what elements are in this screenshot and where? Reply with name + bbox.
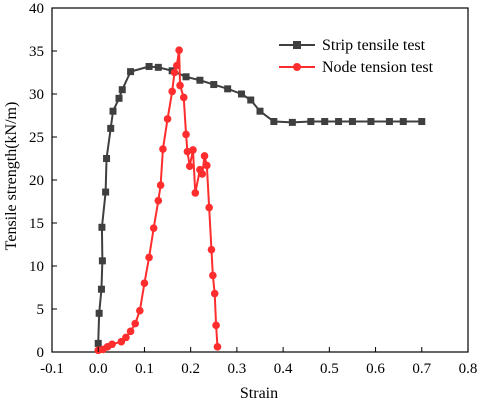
data-point	[122, 333, 130, 342]
x-tick-label: 0.6	[366, 361, 385, 377]
y-tick-label: 35	[29, 44, 44, 60]
data-point	[97, 285, 105, 293]
data-point	[200, 152, 209, 160]
data-point	[108, 340, 116, 349]
x-tick-label: 0.5	[320, 361, 339, 377]
x-tick-label: 0.0	[89, 361, 108, 377]
data-point	[182, 73, 190, 81]
data-point	[94, 339, 102, 347]
data-point	[131, 319, 139, 328]
data-point	[176, 81, 184, 90]
y-tick-label: 25	[29, 130, 44, 146]
data-point	[247, 96, 255, 104]
data-point	[288, 118, 296, 126]
data-point	[418, 118, 426, 126]
y-axis-title: Tensile strength(kN/m)	[3, 102, 20, 251]
data-point	[182, 130, 190, 139]
data-point	[335, 118, 343, 126]
data-point	[210, 289, 219, 298]
data-point	[270, 118, 278, 126]
data-point	[209, 271, 217, 280]
data-point	[115, 94, 123, 102]
axes-layer: -0.1 0.0 0.1 0.2 0.3 0.4 0.5 0.6 0.7 0.8 0 5 10 15 20 2…	[29, 1, 477, 377]
data-point	[109, 107, 117, 115]
data-point	[348, 118, 356, 126]
x-tick-label: 0.2	[181, 361, 200, 377]
y-tick-label: 5	[37, 302, 45, 318]
data-point	[189, 146, 197, 154]
x-tick-label: -0.1	[40, 361, 64, 377]
x-tick-label: 0.3	[228, 361, 247, 377]
data-point	[127, 68, 135, 76]
series-layer	[94, 46, 426, 355]
data-point	[103, 155, 111, 162]
data-point	[98, 257, 106, 265]
legend-item-strip: Strip tensile test	[279, 37, 426, 54]
data-point	[163, 115, 172, 123]
data-point	[118, 86, 126, 94]
data-point	[196, 76, 204, 84]
legend-label-node: Node tension test	[322, 59, 434, 76]
data-point	[140, 279, 149, 288]
y-tick-label: 10	[29, 259, 44, 275]
data-point	[179, 93, 188, 102]
data-point	[126, 327, 135, 336]
data-point	[367, 118, 375, 126]
data-point	[145, 253, 153, 262]
y-tick-label: 20	[29, 173, 44, 189]
x-tick-label: 0.7	[412, 361, 431, 377]
x-tick-label: 0.8	[459, 361, 478, 377]
data-point	[102, 188, 110, 196]
data-point	[185, 162, 194, 171]
x-tick-label: 0.1	[135, 361, 154, 377]
x-tick-label: 0.4	[274, 361, 293, 377]
data-point	[399, 118, 407, 126]
series-0	[94, 62, 426, 347]
data-point	[154, 63, 162, 71]
data-point	[156, 181, 165, 189]
data-point	[207, 245, 216, 254]
x-axis-title: Strain	[240, 385, 278, 402]
data-point	[145, 62, 153, 70]
data-point	[203, 161, 211, 170]
legend-label-strip: Strip tensile test	[322, 37, 426, 54]
data-point	[173, 61, 181, 70]
data-point	[154, 196, 163, 205]
data-point	[256, 107, 264, 115]
data-point	[224, 85, 232, 93]
data-point	[149, 224, 158, 232]
data-point	[170, 68, 179, 77]
data-point	[321, 118, 329, 126]
series-1	[94, 46, 222, 355]
data-point	[210, 81, 218, 89]
data-point	[95, 309, 103, 317]
data-point	[385, 118, 393, 126]
data-point	[107, 124, 115, 132]
data-point	[212, 321, 220, 330]
legend: Strip tensile test Node tension test	[279, 37, 434, 76]
legend-item-node: Node tension test	[279, 59, 434, 76]
data-point	[198, 170, 207, 178]
y-tick-label: 40	[29, 1, 44, 17]
data-point	[238, 90, 246, 98]
y-tick-label: 15	[29, 216, 44, 232]
data-point	[307, 118, 315, 126]
data-point	[168, 87, 176, 96]
data-point	[159, 145, 167, 153]
data-point	[213, 343, 222, 351]
legend-marker-strip	[293, 41, 301, 49]
y-tick-label: 30	[29, 87, 44, 103]
data-point	[191, 189, 200, 197]
data-point	[98, 223, 106, 231]
data-point	[175, 46, 183, 54]
y-tick-label: 0	[37, 345, 45, 361]
legend-marker-node	[293, 63, 301, 71]
data-point	[205, 203, 213, 212]
data-point	[136, 306, 144, 315]
